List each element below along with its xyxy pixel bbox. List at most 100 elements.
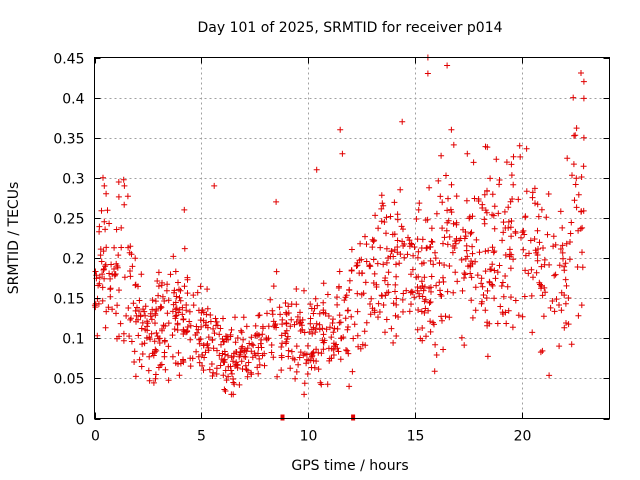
data-point [146,353,153,360]
data-point [148,316,155,323]
data-point [304,371,311,377]
data-point [527,237,534,244]
data-point [446,314,453,321]
data-point [578,302,585,309]
data-point [532,247,539,254]
data-point [473,236,480,243]
data-point [532,200,538,207]
data-point [315,349,322,356]
data-point [150,352,157,359]
data-point [123,312,130,319]
data-point [153,330,160,336]
data-point [534,201,541,208]
data-point [135,332,142,339]
data-point [552,271,559,278]
data-point [273,324,280,331]
data-point [330,352,337,358]
data-point [467,270,474,277]
x-axis-label: GPS time / hours [291,458,408,474]
data-point-spike [399,118,406,125]
data-point [408,301,414,308]
data-point [284,336,290,343]
data-point [440,240,446,247]
data-point [175,349,182,356]
data-point [113,260,120,267]
data-point [218,341,224,348]
data-point [484,353,491,360]
data-point [161,353,168,360]
data-point [136,297,143,304]
data-point [408,240,415,247]
data-point [515,312,522,319]
data-point [580,95,587,102]
data-point [320,331,327,338]
data-point [216,352,223,359]
data-point [463,247,470,254]
data-point [196,359,203,366]
data-point [565,295,572,301]
data-point [500,229,507,236]
data-point [180,316,187,322]
data-point [501,208,508,215]
data-point [479,201,486,208]
data-point [427,243,434,250]
y-tick-label: 0.35 [53,132,84,148]
data-point [408,271,414,278]
data-point [142,303,149,310]
data-point [510,153,517,160]
data-point [278,352,285,359]
data-point [176,286,182,293]
data-point [297,309,303,316]
data-point [152,320,158,327]
data-point [115,193,122,200]
data-point [264,310,270,317]
data-point [509,324,516,331]
data-point [99,284,106,291]
data-point [382,292,389,299]
data-point [223,336,230,343]
zero-marker [351,414,356,421]
data-point [171,326,178,333]
data-point [378,218,385,225]
data-point [416,290,422,297]
data-point [563,240,570,247]
data-point [567,239,573,245]
data-point [358,291,365,298]
y-tick-label: 0.3 [62,172,84,188]
data-point [437,193,444,200]
data-point [528,266,535,273]
data-point [579,224,586,231]
data-point [213,318,220,325]
data-point [380,261,387,268]
data-point [469,213,476,220]
data-point [417,335,424,342]
data-point [165,377,172,384]
data-point [362,279,369,286]
data-point [418,308,425,315]
data-point [378,192,385,199]
data-point [165,297,172,304]
data-point [542,289,549,296]
data-point [238,327,244,334]
data-point [183,302,190,308]
data-point [394,249,401,256]
data-point [450,220,457,227]
data-point [255,350,261,357]
data-point [428,225,435,232]
data-point [452,269,459,276]
data-point [320,299,327,306]
data-point [202,349,209,356]
data-point [482,268,489,275]
data-point [441,234,448,241]
data-point [98,258,105,265]
y-tick-label: 0.1 [62,332,84,348]
data-point [343,347,349,353]
data-point [441,262,448,268]
data-point [136,308,142,315]
data-point [299,316,306,323]
data-point [370,238,377,245]
data-point [345,307,352,314]
data-point [301,391,308,398]
data-point [462,233,469,240]
data-point [486,320,493,327]
